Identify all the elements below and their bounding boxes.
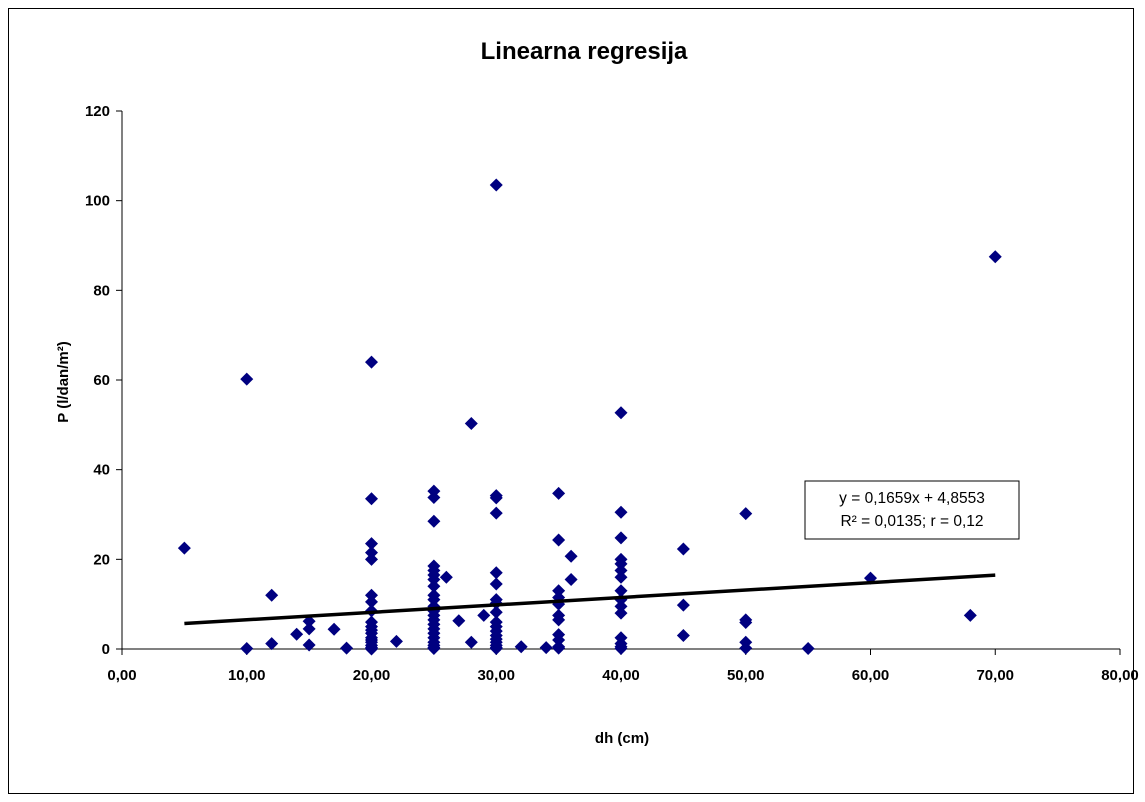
data-point [614,406,628,420]
data-point [552,584,566,598]
data-point [801,642,815,656]
data-point [365,633,378,647]
data-point [489,506,503,520]
data-point [676,629,690,643]
data-point [614,531,628,545]
data-point [614,584,628,598]
data-point [327,622,341,636]
x-tick-label: 60,00 [852,667,890,684]
y-tick-label: 0 [102,641,110,658]
y-tick-label: 20 [93,551,110,568]
data-point [489,491,503,505]
data-point [302,638,316,652]
data-point [489,566,503,580]
data-point [464,416,478,430]
x-tick-label: 70,00 [976,667,1014,684]
data-point [552,486,566,500]
y-tick-label: 120 [85,103,110,120]
data-point [676,542,690,556]
data-point [365,355,378,369]
data-point [464,635,478,649]
trendline [184,573,996,626]
data-point [389,634,403,648]
chart-title: Linearna regresija [481,38,688,65]
y-tick-label: 60 [93,372,110,389]
data-point [739,616,753,630]
data-point [614,564,628,578]
data-point [427,642,441,656]
data-point [539,641,553,655]
data-point [489,605,503,619]
data-point [552,633,566,647]
data-point [739,507,753,521]
data-point [564,549,578,563]
x-axis-ticks: 0,00 10,00 20,00 30,00 40,00 50,00 60,00 70,00 8… [107,649,1139,684]
data-point [963,608,977,622]
data-point [365,546,378,560]
data-point [452,614,466,628]
data-point [614,599,628,613]
data-point [564,573,578,587]
data-point [489,178,503,192]
data-point [340,641,354,655]
data-point [290,627,304,641]
y-axis-label: P (l/dan/m²) [55,341,72,422]
data-point [365,595,378,609]
data-point [676,598,690,612]
data-point [614,606,628,620]
data-point [427,514,441,528]
data-point [365,642,378,656]
chart-frame [8,8,1134,794]
y-axis-ticks: 0 20 40 60 80 100 120 [85,103,122,658]
y-tick-label: 80 [93,282,110,299]
y-tick-label: 100 [85,193,110,210]
trendline-group [184,573,996,626]
data-points [177,178,1002,656]
y-tick-label: 40 [93,462,110,479]
data-point [177,541,191,555]
data-point [552,641,566,655]
data-point [427,579,441,593]
data-point [988,250,1002,264]
data-point [439,570,453,584]
data-point [552,613,566,627]
regression-r-squared: R² = 0,0135; r = 0,12 [840,513,983,530]
data-point [365,492,378,506]
x-tick-label: 40,00 [602,667,640,684]
data-point [514,640,528,654]
data-point [365,588,378,602]
data-point [552,533,566,547]
data-point [265,637,279,651]
x-tick-label: 20,00 [353,667,391,684]
data-point [489,642,503,656]
data-point [240,372,254,386]
data-point [265,588,279,602]
data-point [302,622,316,636]
data-point [614,642,628,656]
x-tick-label: 0,00 [107,667,136,684]
regression-equation: y = 0,1659x + 4,8553 [839,490,985,507]
x-axis-label: dh (cm) [595,730,649,747]
data-point [240,642,254,656]
data-point [614,570,628,584]
x-tick-label: 30,00 [477,667,515,684]
x-tick-label: 10,00 [228,667,266,684]
data-point [614,557,628,571]
data-point [365,537,378,551]
data-point [365,552,378,566]
annotation-box [804,480,1020,540]
data-point [477,608,491,622]
data-point [427,593,441,607]
data-point [614,505,628,519]
data-point [427,568,441,582]
data-point [739,641,753,655]
x-tick-label: 80,00 [1101,667,1139,684]
data-point [489,577,503,591]
data-point [365,623,378,637]
regression-annotation: y = 0,1659x + 4,8553 R² = 0,0135; r = 0,… [804,480,1020,540]
data-point [427,490,441,504]
x-tick-label: 50,00 [727,667,765,684]
